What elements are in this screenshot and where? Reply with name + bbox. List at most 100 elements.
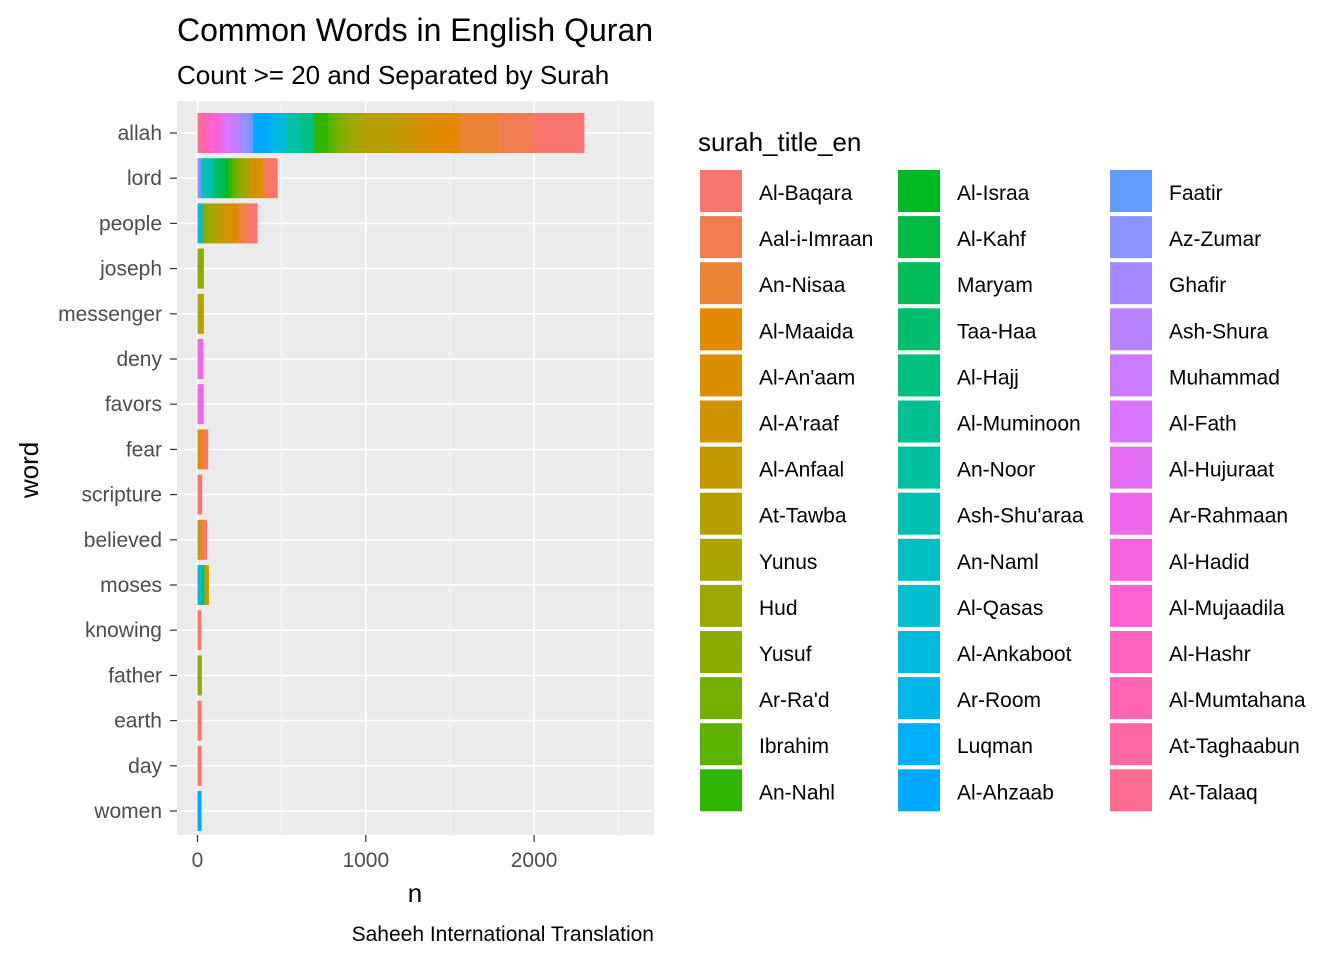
bar-segment-believed-yunus xyxy=(197,519,201,560)
y-tick-label: people xyxy=(99,212,162,235)
legend-key-al-mumtahana xyxy=(1110,677,1152,720)
bar-segment-people-aal-i-imraan xyxy=(244,203,249,244)
legend-label-yunus: Yunus xyxy=(759,551,817,574)
bar-segment-father-yusuf xyxy=(197,655,202,696)
legend-key-ghafir xyxy=(1110,262,1152,305)
legend-key-al-fath xyxy=(1110,400,1152,443)
bar-segment-scripture-al-baqara xyxy=(197,474,203,515)
legend-label-al-hujuraat: Al-Hujuraat xyxy=(1169,459,1274,482)
legend-label-al-ahzaab: Al-Ahzaab xyxy=(957,781,1054,804)
bar-segment-people-al-baqara xyxy=(247,203,258,244)
chart-caption: Saheeh International Translation xyxy=(352,923,654,946)
bar-segment-lord-an-naml xyxy=(209,158,213,199)
bar-segment-lord-taa-haa xyxy=(214,158,218,199)
bar-segment-allah-ibrahim xyxy=(328,113,336,153)
bar-segment-allah-ghafir xyxy=(239,113,245,153)
bar-segment-allah-muhammad xyxy=(230,113,236,153)
x-tick-label: 2000 xyxy=(511,849,558,872)
legend-label-at-taghaabun: At-Taghaabun xyxy=(1169,735,1300,758)
legend-key-at-taghaabun xyxy=(1110,723,1152,766)
legend-key-al-israa xyxy=(898,170,940,212)
bar-segment-allah-al-a-raaf xyxy=(409,113,420,153)
bar-segment-fear-al-maaida xyxy=(197,429,202,470)
legend-key-luqman xyxy=(898,723,940,766)
bar-segment-allah-aal-i-imraan xyxy=(498,113,534,153)
bar-segment-lord-yunus xyxy=(246,158,250,199)
y-tick-label: scripture xyxy=(81,484,162,507)
y-tick-label: day xyxy=(128,755,162,778)
bar-segment-lord-ar-ra-d xyxy=(235,158,239,199)
legend-label-at-talaaq: At-Talaaq xyxy=(1169,781,1258,804)
legend-key-al-hadid xyxy=(1110,538,1152,581)
bar-segment-earth-al-baqara xyxy=(197,700,202,741)
bar-segment-allah-al-ankaboot xyxy=(277,113,284,153)
legend-key-taa-haa xyxy=(898,308,940,351)
legend-label-ash-shu-araa: Ash-Shu'araa xyxy=(957,505,1084,528)
legend-label-al-mumtahana: Al-Mumtahana xyxy=(1169,689,1306,712)
bar-segment-allah-an-nahl xyxy=(313,113,329,153)
legend-key-ar-room xyxy=(898,677,940,720)
legend-label-at-tawba: At-Tawba xyxy=(759,505,847,528)
legend-label-aal-i-imraan: Aal-i-Imraan xyxy=(759,228,873,251)
bar-segment-allah-al-hujuraat xyxy=(221,113,226,153)
legend-key-at-tawba xyxy=(700,492,742,535)
bar-segment-allah-al-baqara xyxy=(533,113,585,153)
legend-key-al-baqara xyxy=(700,170,742,212)
bar-segment-women-al-ahzaab xyxy=(197,791,202,831)
legend-key-an-noor xyxy=(898,446,940,489)
bar-segment-people-al-ankaboot xyxy=(197,203,202,244)
bar-segment-allah-al-ahzaab xyxy=(253,113,269,153)
legend-label-muhammad: Muhammad xyxy=(1169,366,1280,389)
legend-label-luqman: Luqman xyxy=(957,735,1033,758)
bar-segment-favors-ar-rahmaan xyxy=(197,384,204,425)
bar-segment-moses-al-qasas xyxy=(197,565,202,605)
bar-segment-allah-ar-room xyxy=(271,113,279,153)
x-axis-title: n xyxy=(408,878,422,908)
bar-segment-moses-taa-haa xyxy=(201,565,205,605)
bar-segment-lord-az-zumar xyxy=(197,158,201,199)
bar-segment-allah-ar-ra-d xyxy=(335,113,342,153)
bar-segment-deny-ar-rahmaan xyxy=(197,339,204,379)
chart-subtitle: Count >= 20 and Separated by Surah xyxy=(177,60,609,90)
legend-label-yusuf: Yusuf xyxy=(759,643,812,666)
bar-segment-messenger-at-tawba xyxy=(197,293,204,334)
y-tick-label: earth xyxy=(114,710,162,733)
x-axis: 0 1000 2000 xyxy=(192,835,558,872)
legend-label-al-mujaadila: Al-Mujaadila xyxy=(1169,597,1285,620)
bar-segment-allah-al-fath xyxy=(225,113,231,153)
legend-key-al-an-aam xyxy=(700,354,742,397)
legend-key-al-hashr xyxy=(1110,631,1152,673)
y-axis: allah lord people joseph messenger deny favors… xyxy=(58,122,177,823)
legend-label-al-baqara: Al-Baqara xyxy=(759,182,853,205)
legend-key-al-hajj xyxy=(898,354,940,397)
bar-segment-allah-luqman xyxy=(268,113,273,153)
bar-segment-people-yusuf xyxy=(202,203,206,244)
bar-segment-fear-al-baqara xyxy=(204,429,209,470)
bar-segment-lord-yusuf xyxy=(237,158,242,199)
legend-label-al-hajj: Al-Hajj xyxy=(957,366,1019,389)
bar-segment-people-ash-shu-araa xyxy=(200,203,203,244)
legend-key-al-qasas xyxy=(898,584,940,627)
legend-label-ar-room: Ar-Room xyxy=(957,689,1041,712)
legend-key-ar-rahmaan xyxy=(1110,492,1152,535)
legend-key-ibrahim xyxy=(700,723,742,766)
bar-segment-allah-at-taghaabun xyxy=(200,113,204,153)
legend-label-faatir: Faatir xyxy=(1169,182,1223,205)
y-tick-label: joseph xyxy=(99,258,162,281)
bar-segment-allah-al-qasas xyxy=(282,113,286,153)
bar-segment-allah-hud xyxy=(348,113,356,153)
legend-label-ghafir: Ghafir xyxy=(1169,274,1226,297)
bar-segment-allah-al-maaida xyxy=(434,113,460,153)
legend-label-al-muminoon: Al-Muminoon xyxy=(957,413,1081,436)
bar-segment-lord-al-kahf xyxy=(221,158,226,199)
legend-key-an-nahl xyxy=(700,769,742,812)
bar-segment-allah-yunus xyxy=(355,113,366,153)
legend-key-aal-i-imraan xyxy=(700,216,742,259)
y-tick-label: knowing xyxy=(85,619,162,642)
bar-segment-people-al-maaida xyxy=(232,203,239,244)
bar-segment-lord-aal-i-imraan xyxy=(263,158,269,199)
legend-key-al-ahzaab xyxy=(898,769,940,812)
legend-label-al-a-raaf: Al-A'raaf xyxy=(759,413,839,436)
legend-key-al-mujaadila xyxy=(1110,584,1152,627)
bar-segment-day-al-baqara xyxy=(197,745,202,786)
